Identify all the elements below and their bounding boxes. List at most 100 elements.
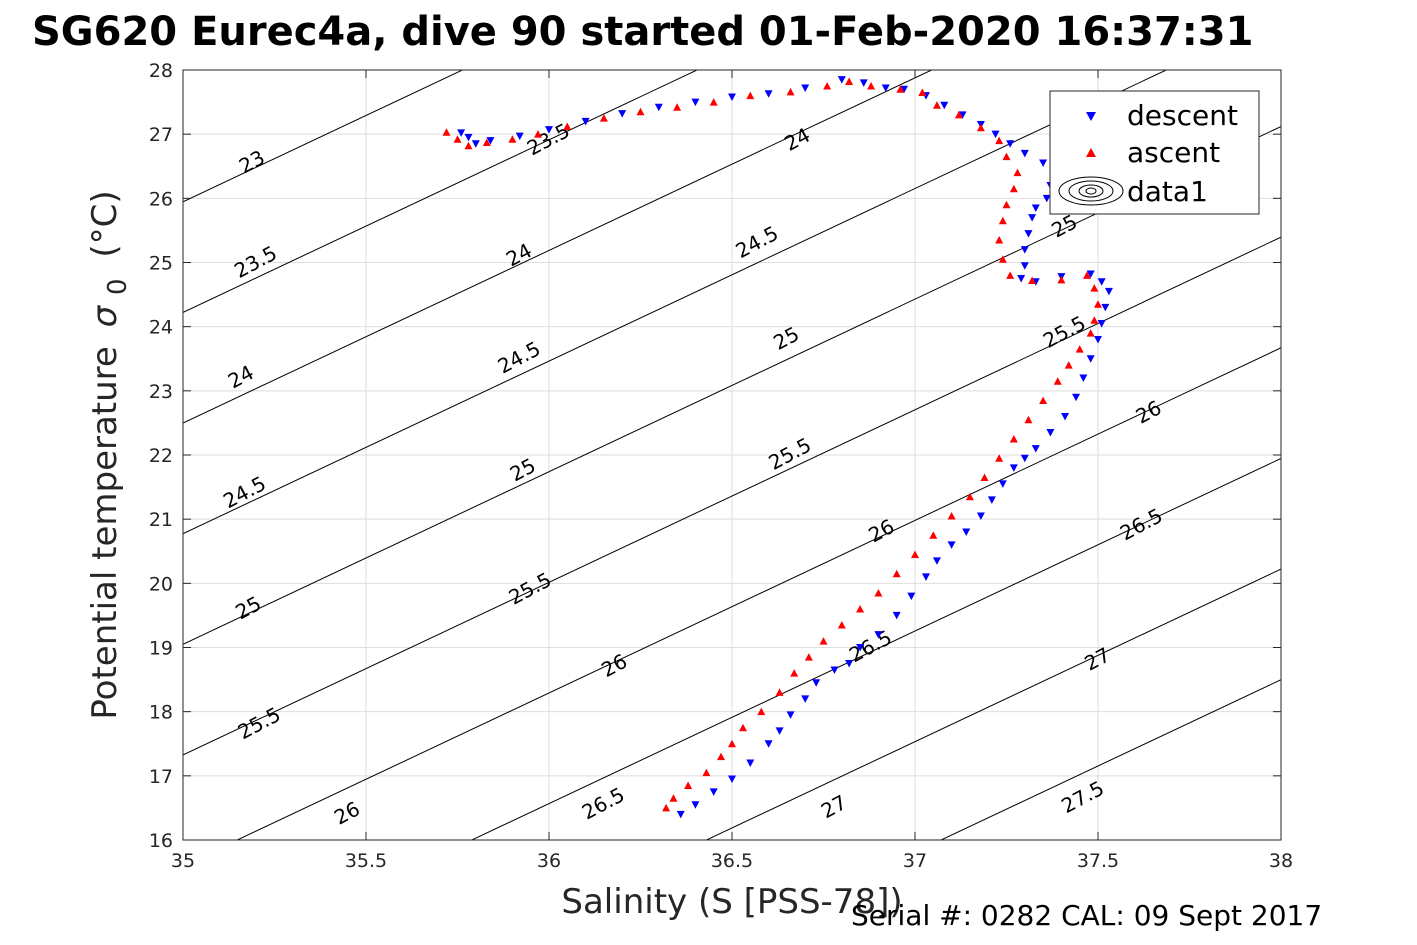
ascent-marker [998, 216, 1007, 225]
legend: descent ascent data1 [1049, 90, 1260, 215]
contour-label: 26 [1132, 395, 1166, 428]
descent-marker [691, 801, 700, 809]
ascent-marker [775, 688, 784, 696]
legend-data1-label: data1 [1127, 175, 1208, 208]
ascent-marker [717, 752, 726, 761]
descent-marker [764, 90, 773, 98]
ascent-marker [709, 98, 718, 106]
contour-label: 27.5 [1057, 776, 1108, 818]
descent-marker [1101, 303, 1110, 312]
contour-line [183, 236, 1281, 756]
descent-marker [691, 98, 700, 107]
contour-line [470, 457, 1281, 840]
descent-marker [1061, 413, 1070, 421]
ascent-series [442, 77, 1102, 812]
descent-marker [856, 644, 865, 652]
descent-marker [987, 496, 996, 504]
contour-label: 24.5 [732, 221, 783, 263]
descent-marker [830, 666, 839, 674]
ascent-marker [1039, 396, 1048, 404]
ascent-marker [856, 605, 865, 613]
contour-label: 26.5 [578, 782, 629, 824]
y-tick-label: 28 [149, 60, 173, 82]
y-tick-label: 19 [149, 638, 173, 660]
ascent-marker [786, 87, 795, 96]
legend-ascent-label: ascent [1127, 136, 1220, 169]
ascent-marker [702, 768, 711, 777]
contour-label: 23 [235, 145, 269, 178]
descent-marker [1031, 445, 1040, 453]
x-tick-label: 35 [171, 850, 195, 872]
x-tick-label: 38 [1269, 850, 1293, 872]
descent-marker [676, 810, 685, 819]
descent-marker [1028, 214, 1037, 222]
ascent-marker [662, 803, 671, 812]
ascent-marker [1009, 184, 1018, 193]
y-axis-label-text: Potential temperature [85, 346, 125, 719]
ascent-marker [845, 77, 854, 86]
descent-marker [1020, 149, 1029, 158]
descent-marker [457, 129, 466, 137]
descent-marker [1046, 429, 1055, 437]
contour-label: 25.5 [234, 702, 285, 744]
descent-marker [1097, 319, 1106, 328]
descent-marker [1072, 393, 1081, 402]
ascent-marker [995, 136, 1004, 145]
ascent-marker [804, 653, 813, 661]
descent-marker [515, 132, 524, 141]
y-axis-label-sigma: σ [85, 304, 125, 327]
ascent-marker [757, 707, 766, 716]
descent-marker [921, 573, 930, 581]
ascent-marker [911, 550, 919, 558]
descent-marker [1097, 278, 1106, 286]
ascent-marker [932, 101, 941, 109]
ascent-marker [746, 91, 755, 100]
descent-marker [728, 93, 736, 101]
ascent-marker [1083, 271, 1092, 279]
descent-marker [976, 512, 985, 520]
descent-marker [618, 110, 627, 118]
ascent-marker [976, 123, 985, 132]
legend-contour-icon [1058, 176, 1124, 206]
contour-label: 25 [506, 453, 540, 486]
descent-marker [837, 76, 846, 84]
descent-marker [775, 727, 784, 735]
contour-label: 25.5 [1039, 311, 1090, 353]
contour-label: 24.5 [494, 336, 545, 378]
ascent-marker [1028, 276, 1037, 284]
legend-box [1049, 90, 1260, 215]
ascent-marker [918, 88, 927, 96]
descent-marker [940, 101, 949, 110]
descent-marker [1039, 159, 1048, 168]
ascent-marker [684, 781, 693, 789]
y-tick-label: 22 [149, 445, 173, 467]
svg-text:Potential temperature σ: Potential temperature σ 0 (°C) [85, 190, 135, 719]
contour-label: 26 [597, 649, 631, 682]
y-axis-label: Potential temperature σ 0 (°C) [85, 190, 135, 719]
descent-marker [1086, 355, 1095, 363]
descent-marker [859, 79, 868, 87]
ascent-marker [442, 128, 451, 136]
ascent-marker [1075, 345, 1084, 353]
y-tick-label: 26 [149, 188, 173, 210]
x-tick-label: 36 [537, 850, 561, 872]
serial-cal-footer: Serial #: 0282 CAL: 09 Sept 2017 [851, 899, 1323, 932]
ascent-marker [1086, 329, 1095, 337]
descent-marker [1086, 270, 1095, 279]
contour-line [236, 347, 1281, 840]
ascent-marker [453, 135, 462, 143]
contour-line [183, 70, 699, 313]
descent-marker [471, 140, 480, 148]
legend-descent-marker [1086, 112, 1096, 121]
descent-marker [958, 111, 967, 119]
ascent-marker [464, 141, 473, 150]
descent-marker [932, 557, 941, 565]
y-axis-label-unit: (°C) [85, 190, 125, 257]
ascent-marker [837, 621, 846, 629]
ascent-marker [1009, 434, 1018, 443]
y-tick-label: 21 [149, 509, 173, 531]
ascent-marker [1053, 377, 1062, 385]
x-axis-label: Salinity (S [PSS-78]) [561, 882, 902, 922]
descent-marker [786, 711, 795, 719]
contour-line [183, 70, 1168, 535]
